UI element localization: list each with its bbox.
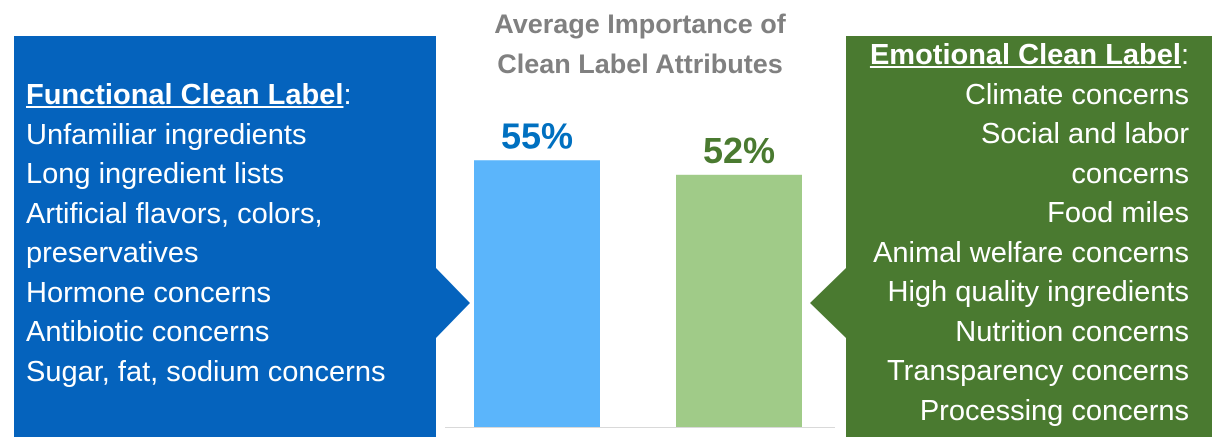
functional-panel-colon: : — [343, 79, 352, 111]
emotional-panel-heading: Emotional Clean Label: — [829, 36, 1189, 76]
functional-item: Hormone concerns — [26, 276, 271, 309]
emotional-panel-background — [810, 36, 1212, 437]
functional-item: Long ingredient lists — [26, 158, 284, 190]
chart-title-line: Clean Label Attributes — [497, 49, 783, 79]
emotional-item: Processing concerns — [919, 394, 1189, 427]
functional-item: Artificial flavors, colors, — [26, 197, 323, 230]
emotional-item: Nutrition concerns — [955, 315, 1189, 348]
bar-value-label: 52% — [703, 130, 775, 171]
chart-title-line: Average Importance of — [494, 9, 786, 39]
bar-functional — [474, 160, 600, 427]
bar-emotional — [676, 174, 802, 427]
functional-panel-title: Functional Clean Label — [26, 79, 344, 111]
functional-panel-heading: Functional Clean Label: — [26, 76, 416, 116]
functional-item: Unfamiliar ingredients — [26, 118, 307, 151]
emotional-item: Food miles — [1047, 197, 1189, 229]
emotional-panel-title: Emotional Clean Label — [869, 39, 1181, 71]
emotional-item: concerns — [1071, 157, 1189, 190]
emotional-item: Climate concerns — [964, 78, 1189, 111]
emotional-panel-text: Emotional Clean Label: Climate concerns … — [829, 36, 1189, 431]
emotional-item: Animal welfare concerns — [873, 236, 1189, 269]
functional-item: Sugar, fat, sodium concerns — [26, 355, 386, 388]
bar-value-label: 55% — [501, 115, 573, 156]
emotional-item: High quality ingredients — [887, 276, 1189, 308]
emotional-item: Social and labor — [981, 118, 1189, 150]
chart-title: Average Importance of Clean Label Attrib… — [445, 4, 835, 84]
functional-item: Antibiotic concerns — [26, 316, 270, 348]
emotional-panel-colon: : — [1180, 39, 1189, 71]
functional-item: preservatives — [26, 237, 199, 269]
emotional-item: Transparency concerns — [887, 355, 1189, 387]
functional-panel-text: Functional Clean Label: Unfamiliar ingre… — [26, 76, 416, 392]
functional-panel-background — [14, 36, 470, 437]
